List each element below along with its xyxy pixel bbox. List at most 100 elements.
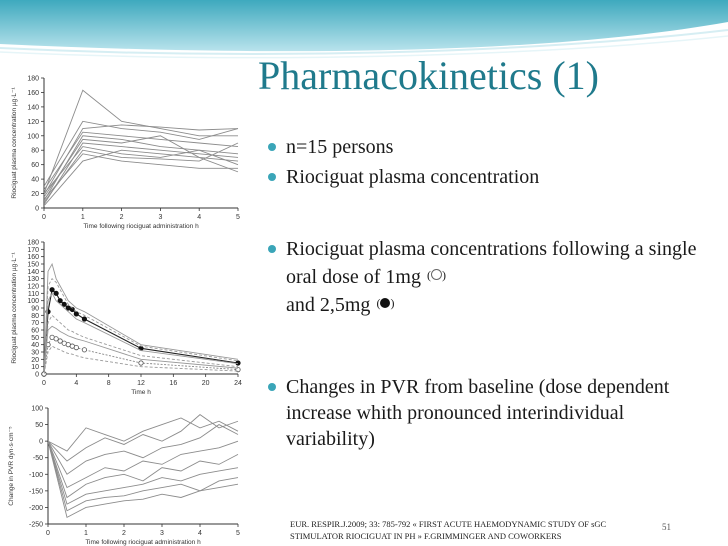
citation-footer: EUR. RESPIR.J.2009; 33: 785-792 « FIRST … <box>290 519 607 541</box>
filled-data-point <box>57 298 63 304</box>
series-line <box>44 135 239 202</box>
x-tick-label: 5 <box>236 214 240 221</box>
y-tick-label: 80 <box>31 148 39 155</box>
y-tick-label: 120 <box>27 284 39 291</box>
bullet-text: and 2,5mg <box>286 294 371 316</box>
y-tick-label: 130 <box>27 276 39 283</box>
series-line <box>48 440 239 499</box>
slide-number: 51 <box>662 522 671 532</box>
y-tick-label: 100 <box>27 298 39 305</box>
series-line <box>44 149 239 207</box>
filled-data-point <box>49 287 55 293</box>
x-tick-label: 16 <box>169 380 177 387</box>
y-tick-label: 30 <box>31 350 39 357</box>
x-axis-label: Time h <box>131 389 151 396</box>
series-line <box>44 153 238 200</box>
bullet-list: n=15 persons Riociguat plasma concentrat… <box>268 134 698 452</box>
y-tick-label: 140 <box>27 269 39 276</box>
series-line <box>44 277 239 374</box>
y-axis-label: Riociguat plasma concentration µg·L⁻¹ <box>11 252 18 364</box>
y-tick-label: 60 <box>31 162 39 169</box>
series-line <box>44 292 239 374</box>
plasma-concentration-chart-1: 0 20 40 60 80 100 120 140 160 180 0 1 2 3 4 5 Time follo… <box>11 76 240 231</box>
x-tick-label: 8 <box>107 380 111 387</box>
series-line <box>44 142 239 205</box>
series-line <box>44 142 239 203</box>
open-data-point <box>138 360 144 366</box>
y-tick-label: 0 <box>35 372 39 379</box>
series-line <box>48 441 239 512</box>
bullet-item: Riociguat plasma concentrations followin… <box>268 236 698 318</box>
open-circle-marker-icon: () <box>426 268 446 282</box>
x-tick-label: 2 <box>122 530 126 537</box>
filled-circle-marker-icon: () <box>376 296 395 310</box>
y-tick-label: 170 <box>27 247 39 254</box>
pvr-change-chart: -250 -200 -150 -100 -50 0 50 100 0 1 2 3 4 5 Time foll… <box>8 406 240 546</box>
y-tick-label: 140 <box>27 104 39 111</box>
y-tick-label: 90 <box>31 306 39 313</box>
y-tick-label: 50 <box>31 335 39 342</box>
y-tick-label: -100 <box>29 472 43 479</box>
y-tick-label: 180 <box>27 240 39 247</box>
x-tick-label: 5 <box>236 530 240 537</box>
x-tick-label: 0 <box>42 214 46 221</box>
plasma-concentration-chart-2: 0102030405060708090100110120130140150160… <box>11 240 242 397</box>
y-tick-label: 120 <box>27 119 39 126</box>
y-tick-label: 180 <box>27 76 39 83</box>
x-tick-label: 1 <box>81 214 85 221</box>
series-line <box>48 441 239 519</box>
series-line <box>44 325 239 374</box>
y-tick-label: 80 <box>31 313 39 320</box>
x-tick-label: 20 <box>202 380 210 387</box>
series-line <box>48 424 239 475</box>
y-tick-label: 100 <box>27 133 39 140</box>
y-tick-label: 20 <box>31 357 39 364</box>
slide-title: Pharmacokinetics (1) <box>258 53 599 98</box>
x-tick-label: 2 <box>120 214 124 221</box>
y-tick-label: -250 <box>29 522 43 529</box>
bullet-text: Riociguat plasma concentrations followin… <box>286 238 697 288</box>
y-tick-label: 110 <box>28 291 39 298</box>
y-tick-label: 100 <box>31 406 43 413</box>
x-tick-label: 4 <box>74 380 78 387</box>
series-line <box>44 262 239 374</box>
filled-data-point <box>53 290 59 296</box>
x-tick-label: 0 <box>42 380 46 387</box>
y-axis-label: Riociguat plasma concentration µg·L⁻¹ <box>11 87 18 199</box>
filled-data-point <box>73 311 79 317</box>
series-line <box>44 288 239 374</box>
open-data-point <box>81 347 88 353</box>
x-tick-label: 4 <box>198 530 202 537</box>
series-line <box>44 120 239 187</box>
y-tick-label: -200 <box>29 505 43 512</box>
bullet-item: Riociguat plasma concentration <box>268 164 698 190</box>
header-banner <box>0 0 728 62</box>
series-line <box>44 131 239 191</box>
y-tick-label: 150 <box>27 262 39 269</box>
open-data-point <box>73 345 79 351</box>
x-tick-label: 1 <box>84 530 88 537</box>
filled-data-point <box>61 301 67 307</box>
y-tick-label: 20 <box>31 191 39 198</box>
filled-data-point <box>81 316 88 322</box>
y-tick-label: 40 <box>31 177 39 184</box>
x-axis-label: Time following riociguat administration … <box>83 223 199 230</box>
filled-data-point <box>235 360 241 366</box>
bullet-item: Changes in PVR from baseline (dose depen… <box>268 374 698 452</box>
x-axis-label: Time following riociguat administration … <box>85 539 201 546</box>
y-tick-label: 160 <box>27 90 39 97</box>
y-tick-label: 0 <box>35 206 39 213</box>
open-data-point <box>57 338 63 344</box>
y-tick-label: 60 <box>31 328 39 335</box>
bullet-text: Riociguat plasma concentration <box>286 166 540 188</box>
x-tick-label: 3 <box>158 214 162 221</box>
x-tick-label: 24 <box>234 380 242 387</box>
series-line <box>44 89 238 194</box>
series-line <box>44 345 239 374</box>
bullet-item: n=15 persons <box>268 134 698 160</box>
series-line <box>48 441 239 505</box>
y-tick-label: 0 <box>39 439 43 446</box>
open-data-point <box>53 336 59 342</box>
y-tick-label: 40 <box>31 342 39 349</box>
x-tick-label: 3 <box>160 530 164 537</box>
